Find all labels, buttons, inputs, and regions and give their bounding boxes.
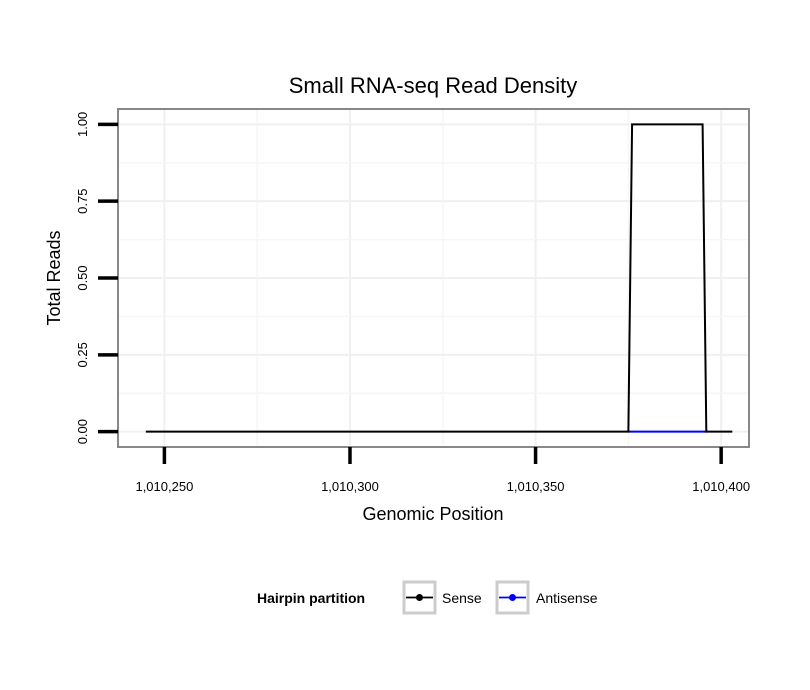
y-tick-label: 0.25 — [75, 342, 90, 367]
axes: 0.00 0.25 0.50 0.75 1.00 1,010,250 1,010,300 1,… — [75, 112, 750, 494]
legend-title: Hairpin partition — [257, 590, 365, 606]
chart-title: Small RNA-seq Read Density — [289, 73, 578, 98]
legend-label-sense: Sense — [442, 590, 482, 606]
x-tick-label: 1,010,300 — [321, 479, 379, 494]
x-tick-label: 1,010,250 — [135, 479, 193, 494]
y-tick-label: 0.75 — [75, 189, 90, 214]
legend: Hairpin partition Sense Antisense — [257, 580, 598, 615]
x-tick-label: 1,010,400 — [692, 479, 750, 494]
y-tick-label: 0.00 — [75, 419, 90, 444]
y-tick-label: 1.00 — [75, 112, 90, 137]
legend-key-sense-point — [416, 594, 423, 601]
y-tick-label: 0.50 — [75, 265, 90, 290]
legend-label-antisense: Antisense — [536, 590, 598, 606]
series-lines — [145, 123, 733, 433]
y-axis-label: Total Reads — [44, 230, 64, 325]
x-tick-label: 1,010,350 — [507, 479, 565, 494]
x-axis-label: Genomic Position — [362, 504, 503, 524]
series-line-sense — [145, 123, 733, 433]
legend-key-antisense-point — [509, 594, 516, 601]
